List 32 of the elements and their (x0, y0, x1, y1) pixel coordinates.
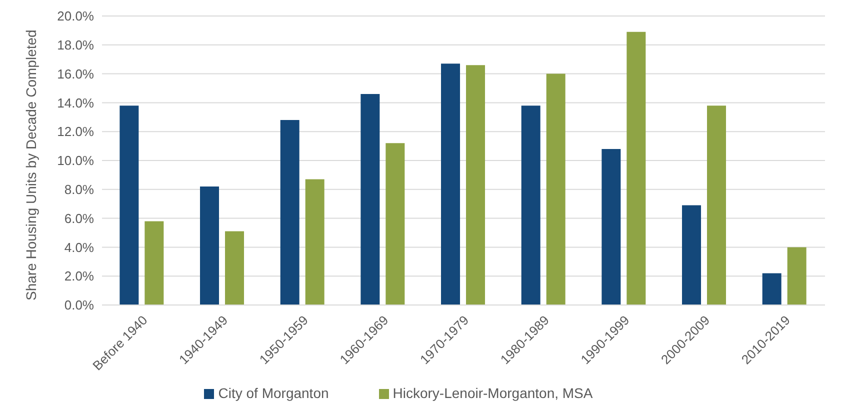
bar (441, 64, 460, 305)
y-tick-label: 4.0% (64, 240, 94, 255)
bar (787, 247, 806, 305)
y-tick-label: 14.0% (57, 95, 94, 110)
bar (360, 94, 380, 305)
bar (144, 221, 164, 305)
y-tick-label: 8.0% (64, 182, 94, 198)
bar (682, 205, 702, 305)
bar (602, 148, 621, 305)
bar (305, 179, 324, 305)
y-tick-label: 2.0% (64, 268, 94, 284)
bar (120, 106, 139, 305)
bar (546, 74, 566, 305)
bar (762, 273, 782, 305)
y-axis-title: Share Housing Units by Decade Completed (22, 30, 39, 300)
legend-label: Hickory-Lenoir-Morganton, MSA (392, 385, 593, 401)
y-tick-label: 12.0% (57, 124, 94, 140)
bar (280, 120, 300, 305)
bar (386, 143, 405, 305)
y-tick-label: 0.0% (64, 298, 94, 313)
bar (466, 65, 486, 305)
y-tick-label: 16.0% (57, 66, 94, 82)
bar (626, 32, 646, 305)
y-tick-label: 10.0% (57, 153, 94, 168)
bar (200, 186, 220, 305)
bar (225, 231, 244, 305)
bar (707, 106, 726, 305)
bar (521, 106, 540, 305)
legend-label: City of Morganton (218, 385, 329, 401)
y-tick-label: 20.0% (57, 8, 94, 24)
y-tick-label: 6.0% (64, 210, 94, 226)
y-tick-label: 18.0% (57, 38, 94, 53)
